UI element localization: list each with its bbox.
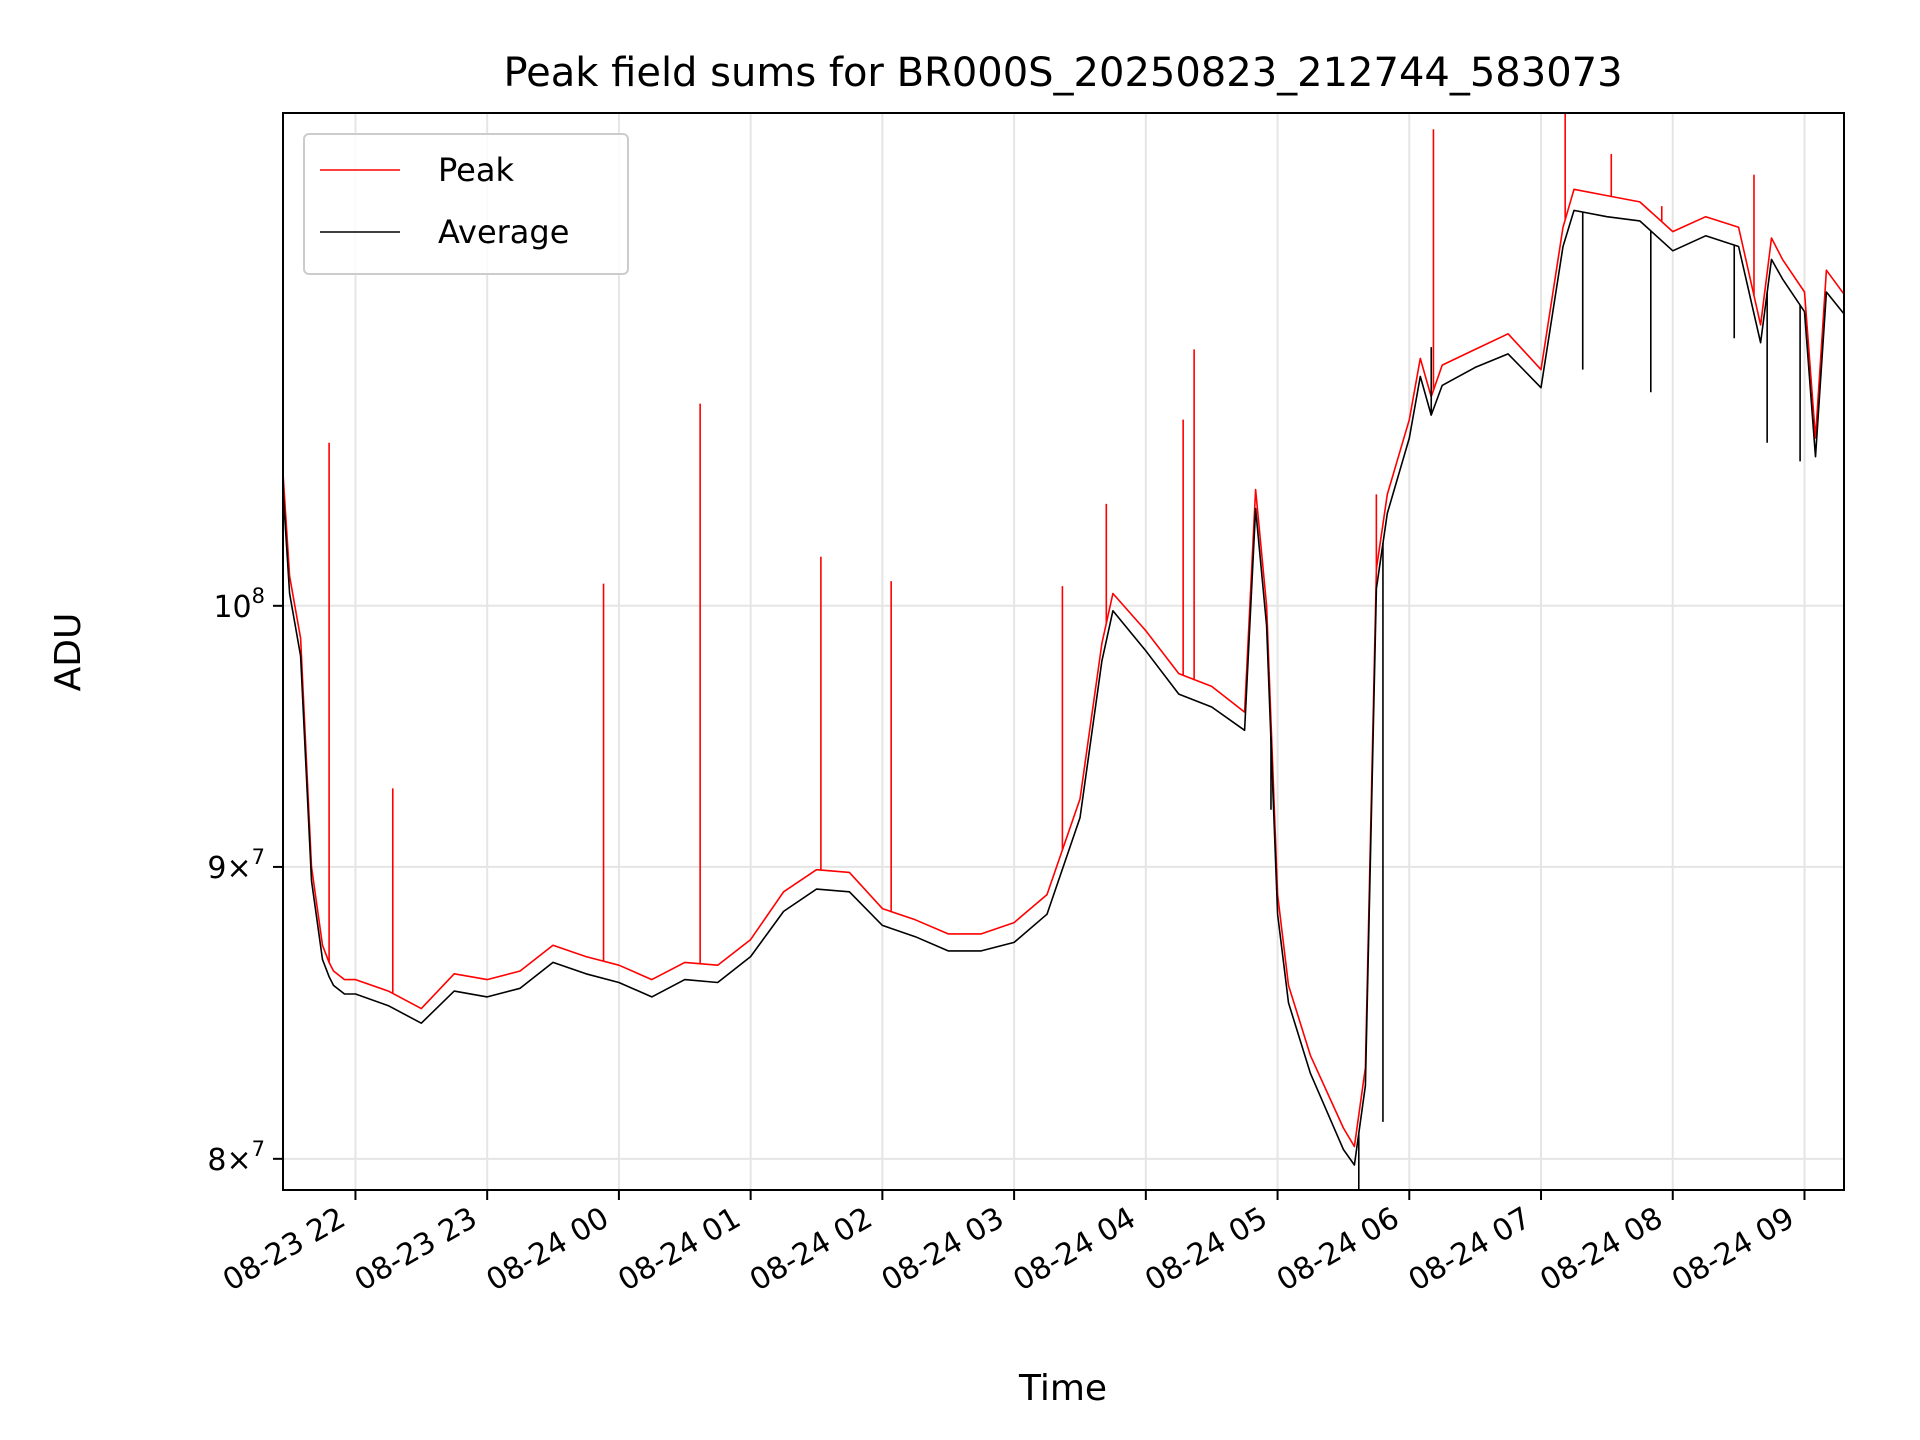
x-tick-label: 08-24 03 bbox=[876, 1201, 1010, 1299]
y-tick-label: 8×7 bbox=[207, 1137, 265, 1178]
chart-title: Peak field sums for BR000S_20250823_2127… bbox=[503, 50, 1622, 96]
x-axis-label: Time bbox=[1018, 1368, 1107, 1409]
x-tick-label: 08-24 01 bbox=[612, 1201, 746, 1299]
y-tick-label: 9×7 bbox=[207, 845, 265, 886]
y-axis-label: ADU bbox=[48, 613, 89, 692]
x-tick-label: 08-24 05 bbox=[1139, 1201, 1273, 1299]
x-tick-label: 08-24 04 bbox=[1008, 1201, 1142, 1299]
series-line-peak bbox=[283, 188, 1844, 1148]
x-tick-label: 08-24 09 bbox=[1666, 1201, 1800, 1299]
legend-label-peak: Peak bbox=[438, 151, 514, 189]
x-tick-label: 08-24 07 bbox=[1403, 1201, 1537, 1299]
y-axis: 8×7 9×7 108 bbox=[207, 584, 283, 1178]
x-tick-label: 08-24 02 bbox=[744, 1201, 878, 1299]
series-line-average bbox=[283, 209, 1844, 1166]
y-tick-label: 108 bbox=[213, 584, 265, 625]
x-tick-label: 08-24 08 bbox=[1534, 1201, 1668, 1299]
plot-frame bbox=[282, 112, 1845, 1191]
x-tick-label: 08-23 23 bbox=[349, 1201, 483, 1299]
x-tick-label: 08-23 22 bbox=[217, 1201, 351, 1299]
series-layer bbox=[283, 113, 1844, 1190]
legend-label-average: Average bbox=[438, 213, 569, 251]
legend: Peak Average bbox=[303, 133, 629, 275]
legend-box bbox=[303, 133, 629, 275]
x-tick-label: 08-24 06 bbox=[1271, 1201, 1405, 1299]
x-tick-label: 08-24 00 bbox=[481, 1201, 615, 1299]
